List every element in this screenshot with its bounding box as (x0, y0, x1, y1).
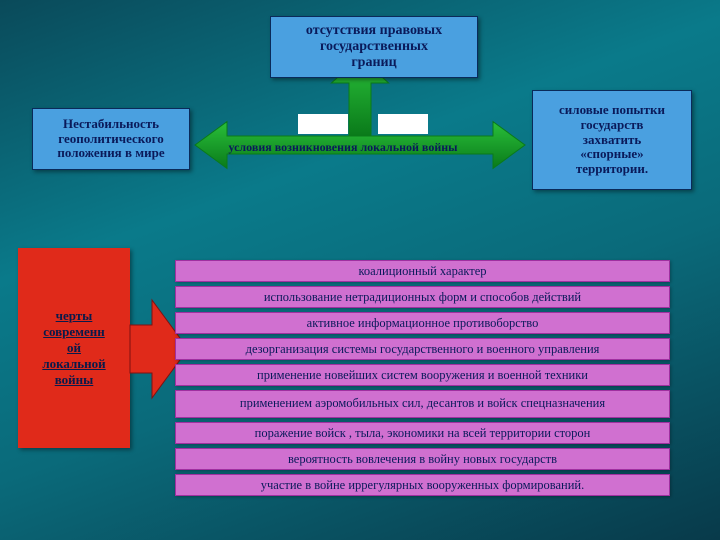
feature-bar: применением аэромобильных сил, десантов … (175, 390, 670, 418)
feature-bar: применение новейших систем вооружения и … (175, 364, 670, 386)
box-top-center: отсутствия правовыхгосударственныхграниц (270, 16, 478, 78)
arrow-center-label: условия возникновения локальной войны (198, 140, 488, 155)
features-title-text: чертысовременнойлокальнойвойны (42, 308, 105, 388)
feature-bar: участие в войне иррегулярных вооруженных… (175, 474, 670, 496)
feature-bar: поражение войск , тыла, экономики на все… (175, 422, 670, 444)
box-top-center-text: отсутствия правовыхгосударственныхграниц (306, 23, 442, 71)
features-title-box: чертысовременнойлокальнойвойны (18, 248, 130, 448)
box-right: силовые попыткигосударствзахватить«спорн… (532, 90, 692, 190)
box-right-text: силовые попыткигосударствзахватить«спорн… (559, 103, 665, 178)
feature-bar: коалиционный характер (175, 260, 670, 282)
box-left: Нестабильностьгеополитическогоположения … (32, 108, 190, 170)
arrow-center-label-text: условия возникновения локальной войны (228, 140, 457, 154)
feature-bar: активное информационное противоборство (175, 312, 670, 334)
box-left-text: Нестабильностьгеополитическогоположения … (57, 117, 164, 162)
feature-bar: вероятность вовлечения в войну новых гос… (175, 448, 670, 470)
feature-bar: дезорганизация системы государственного … (175, 338, 670, 360)
feature-bar: использование нетрадиционных форм и спос… (175, 286, 670, 308)
